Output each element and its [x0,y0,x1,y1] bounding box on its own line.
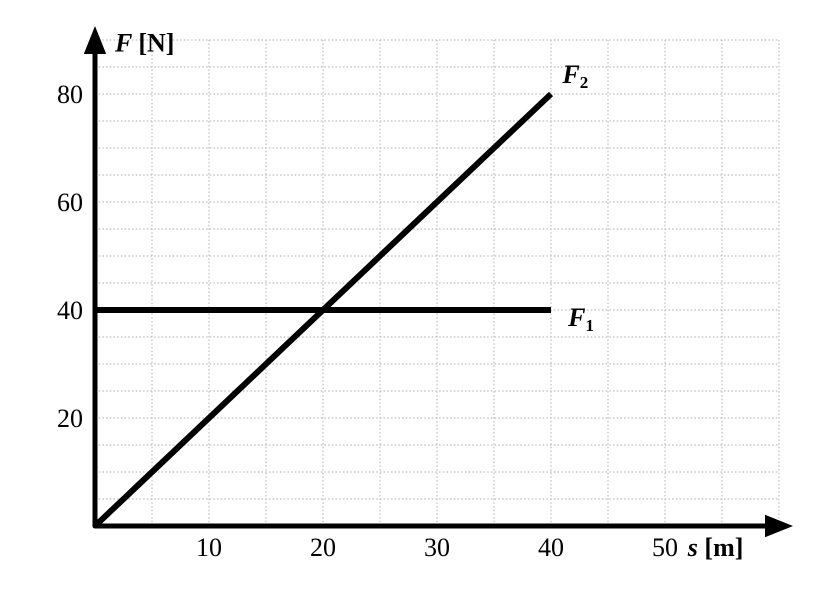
x-tick-label: 50 [652,533,678,562]
y-tick-label: 80 [57,80,83,109]
x-axis-label: s [m] [687,533,744,562]
chart-svg: F1F21020304050s [m]20406080F [N] [0,0,819,601]
x-tick-label: 20 [310,533,336,562]
y-axis-label: F [N] [114,29,174,58]
x-tick-label: 10 [196,533,222,562]
y-tick-label: 40 [57,296,83,325]
force-displacement-chart: F1F21020304050s [m]20406080F [N] [0,0,819,601]
y-tick-label: 60 [57,188,83,217]
x-tick-label: 40 [538,533,564,562]
x-tick-label: 30 [424,533,450,562]
y-tick-label: 20 [57,404,83,433]
